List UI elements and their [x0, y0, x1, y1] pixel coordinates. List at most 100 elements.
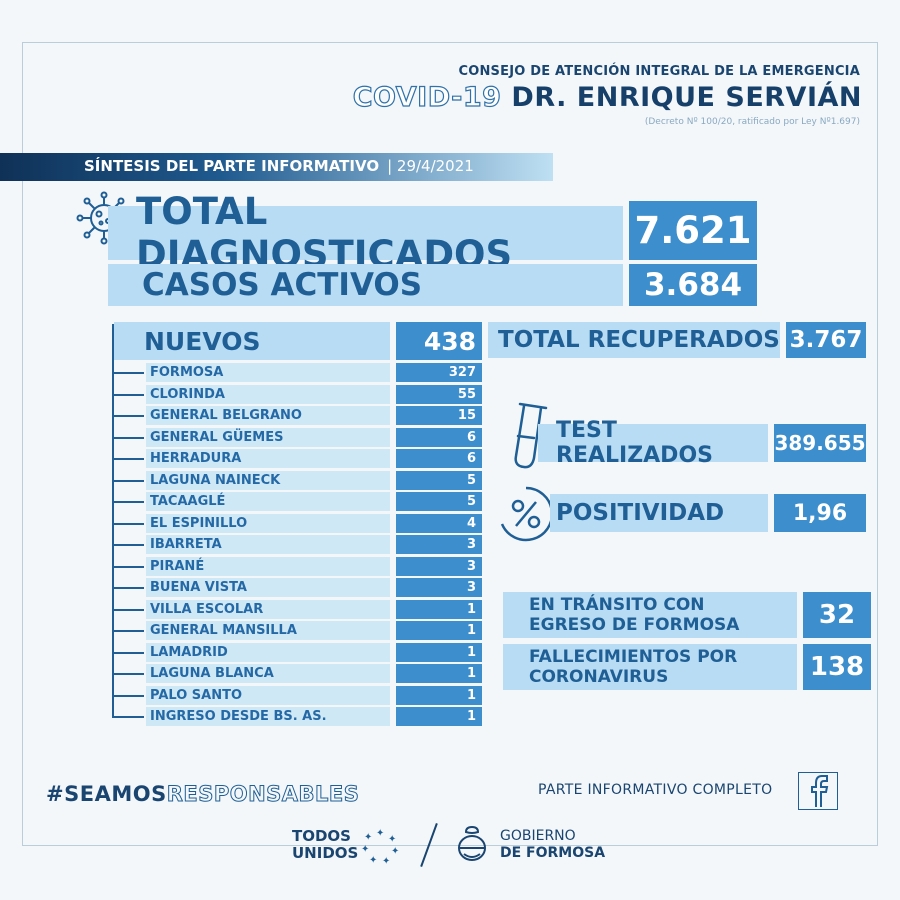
- percent-icon: [500, 486, 554, 542]
- svg-text:✦: ✦: [361, 844, 369, 855]
- locality-value: 5: [396, 471, 482, 490]
- council-title: CONSEJO DE ATENCIÓN INTEGRAL DE LA EMERG…: [458, 64, 860, 79]
- todos-unidos-logo: TODOS UNIDOS: [292, 828, 358, 862]
- total-diagnosed-value: 7.621: [629, 201, 757, 260]
- gob-line1: GOBIERNO: [500, 828, 576, 844]
- locality-name: HERRADURA: [146, 449, 390, 468]
- locality-value: 1: [396, 643, 482, 662]
- locality-value: 6: [396, 428, 482, 447]
- tree-tick: [114, 673, 144, 675]
- deaths-label: FALLECIMIENTOS POR CORONAVIRUS: [503, 644, 797, 690]
- tree-tick: [114, 695, 144, 697]
- svg-text:✦: ✦: [376, 828, 384, 839]
- locality-name: IBARRETA: [146, 535, 390, 554]
- tree-tick: [114, 415, 144, 417]
- tree-tick: [114, 630, 144, 632]
- locality-value: 6: [396, 449, 482, 468]
- hashtag-bold: #SEAMOS: [46, 782, 167, 806]
- locality-value: 1: [396, 686, 482, 705]
- locality-name: LAGUNA BLANCA: [146, 664, 390, 683]
- locality-value: 5: [396, 492, 482, 511]
- hashtag-outline: RESPONSABLES: [166, 782, 360, 807]
- total-recovered-label: TOTAL RECUPERADOS: [488, 322, 780, 358]
- in-transit-label: EN TRÁNSITO CON EGRESO DE FORMOSA: [503, 592, 797, 638]
- total-diagnosed-label: TOTAL DIAGNOSTICADOS: [108, 190, 623, 276]
- locality-value: 3: [396, 535, 482, 554]
- locality-value: 3: [396, 557, 482, 576]
- tree-tick: [114, 566, 144, 568]
- locality-value: 1: [396, 707, 482, 726]
- locality-name: GENERAL BELGRANO: [146, 406, 390, 425]
- total-recovered-value: 3.767: [786, 322, 866, 358]
- tree-tick: [114, 587, 144, 589]
- new-cases-value: 438: [396, 322, 482, 360]
- footer-divider: [22, 845, 878, 846]
- tree-tick: [114, 372, 144, 374]
- locality-name: LAGUNA NAINECK: [146, 471, 390, 490]
- active-cases-label: CASOS ACTIVOS: [108, 264, 623, 306]
- todos-line1: TODOS: [292, 827, 351, 845]
- council-name: COVID-19 DR. ENRIQUE SERVIÁN: [352, 81, 862, 113]
- locality-value: 15: [396, 406, 482, 425]
- locality-name: TACAAGLÉ: [146, 492, 390, 511]
- gob-line2: DE FORMOSA: [500, 845, 606, 861]
- tree-tick: [114, 652, 144, 654]
- tree-tick: [114, 480, 144, 482]
- test-tube-icon: [514, 402, 548, 469]
- svg-text:✦: ✦: [369, 855, 377, 866]
- svg-text:✦: ✦: [391, 846, 399, 857]
- tree-tick: [114, 501, 144, 503]
- svg-text:✦: ✦: [382, 856, 390, 866]
- stars-ring-icon: ✦ ✦ ✦ ✦ ✦ ✦ ✦: [361, 828, 399, 866]
- facebook-icon[interactable]: [798, 772, 838, 810]
- locality-name: FORMOSA: [146, 363, 390, 382]
- gobierno-logo: GOBIERNO DE FORMOSA: [500, 828, 605, 862]
- locality-name: INGRESO DESDE BS. AS.: [146, 707, 390, 726]
- locality-value: 55: [396, 385, 482, 404]
- locality-name: CLORINDA: [146, 385, 390, 404]
- locality-name: GENERAL GÜEMES: [146, 428, 390, 447]
- covid-label: COVID-19: [352, 81, 502, 113]
- full-report-label: PARTE INFORMATIVO COMPLETO: [538, 782, 773, 798]
- deaths-line1: FALLECIMIENTOS POR: [529, 647, 738, 667]
- hashtag: #SEAMOSRESPONSABLES: [46, 782, 360, 807]
- locality-name: VILLA ESCOLAR: [146, 600, 390, 619]
- tests-value: 389.655: [774, 424, 866, 462]
- coat-of-arms-icon: [458, 826, 486, 861]
- tree-tick: [114, 523, 144, 525]
- tree-tick: [114, 609, 144, 611]
- in-transit-value: 32: [803, 592, 871, 638]
- svg-text:✦: ✦: [388, 834, 396, 845]
- locality-value: 1: [396, 664, 482, 683]
- synthesis-title: SÍNTESIS DEL PARTE INFORMATIVO | 29/4/202…: [84, 157, 474, 175]
- locality-value: 3: [396, 578, 482, 597]
- locality-name: GENERAL MANSILLA: [146, 621, 390, 640]
- locality-name: LAMADRID: [146, 643, 390, 662]
- tests-label: TEST REALIZADOS: [538, 418, 768, 468]
- positivity-value: 1,96: [774, 494, 866, 532]
- deaths-value: 138: [803, 644, 871, 690]
- doctor-name: DR. ENRIQUE SERVIÁN: [511, 82, 862, 113]
- locality-value: 1: [396, 600, 482, 619]
- synthesis-label: SÍNTESIS DEL PARTE INFORMATIVO: [84, 157, 380, 175]
- todos-line2: UNIDOS: [292, 844, 359, 862]
- in-transit-line1: EN TRÁNSITO CON: [529, 595, 705, 615]
- svg-text:✦: ✦: [364, 832, 372, 843]
- locality-value: 4: [396, 514, 482, 533]
- locality-name: PIRANÉ: [146, 557, 390, 576]
- locality-name: PALO SANTO: [146, 686, 390, 705]
- tree-tick: [114, 437, 144, 439]
- locality-name: EL ESPINILLO: [146, 514, 390, 533]
- decree-note: (Decreto Nº 100/20, ratificado por Ley N…: [644, 117, 860, 127]
- locality-value: 1: [396, 621, 482, 640]
- locality-value: 327: [396, 363, 482, 382]
- active-cases-value: 3.684: [629, 264, 757, 306]
- report-date: | 29/4/2021: [387, 157, 474, 175]
- tree-tick: [114, 544, 144, 546]
- tree-tick: [114, 394, 144, 396]
- synthesis-bar: [0, 153, 553, 181]
- tree-line: [112, 324, 114, 718]
- new-cases-label: NUEVOS: [114, 322, 390, 360]
- in-transit-line2: EGRESO DE FORMOSA: [529, 615, 740, 635]
- locality-name: BUENA VISTA: [146, 578, 390, 597]
